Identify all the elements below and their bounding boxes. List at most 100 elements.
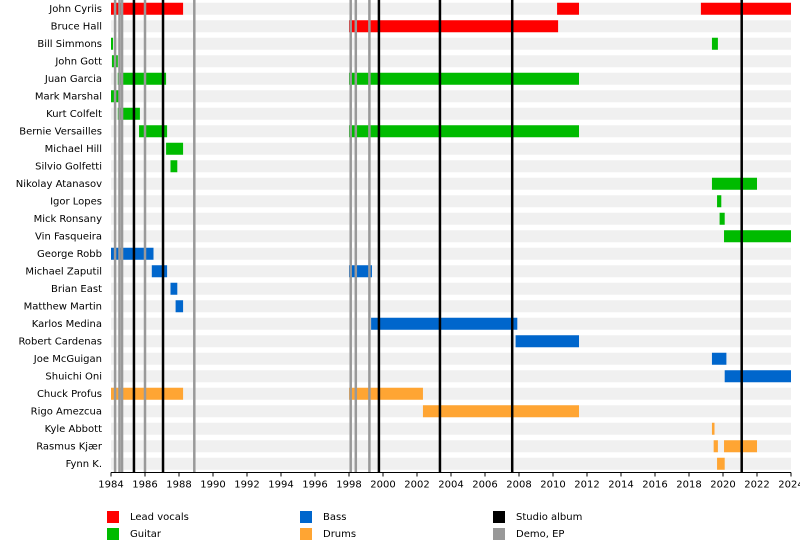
member-bar <box>349 20 559 33</box>
legend-label: Demo, EP <box>516 529 564 540</box>
member-name: Mark Marshal <box>35 91 102 102</box>
row-stripe <box>111 247 791 260</box>
row-stripe <box>111 440 791 453</box>
member-bar <box>717 457 725 470</box>
member-name: Joe McGuigan <box>33 354 102 365</box>
member-bar <box>349 125 580 138</box>
member-bar <box>711 422 715 435</box>
member-bar <box>711 177 757 190</box>
x-tick-label: 2000 <box>370 480 395 491</box>
member-name: Bill Simmons <box>37 39 102 50</box>
member-bar <box>170 282 178 295</box>
member-bar <box>371 317 518 330</box>
member-name: Igor Lopes <box>50 196 102 207</box>
x-tick-label: 2010 <box>540 480 565 491</box>
legend-swatch <box>493 528 505 540</box>
x-tick-label: 2020 <box>710 480 735 491</box>
member-bar <box>713 440 718 453</box>
member-bar <box>711 352 727 365</box>
x-tick-label: 1994 <box>268 480 293 491</box>
row-stripe <box>111 177 791 190</box>
row-stripe <box>111 212 791 225</box>
member-name: Bruce Hall <box>51 21 102 32</box>
row-stripe <box>111 2 791 15</box>
x-tick-label: 2022 <box>744 480 769 491</box>
member-name: Matthew Martin <box>24 301 102 312</box>
x-tick-label: 2006 <box>472 480 497 491</box>
legend-label: Drums <box>323 529 356 540</box>
member-name: Bernie Versailles <box>19 126 102 137</box>
x-tick-label: 2008 <box>506 480 531 491</box>
member-name: John Gott <box>54 56 102 67</box>
member-bar <box>117 72 167 85</box>
member-bar <box>724 230 791 243</box>
member-name: Brian East <box>51 284 102 295</box>
x-tick-label: 1986 <box>132 480 157 491</box>
x-tick-label: 2012 <box>574 480 599 491</box>
member-bar <box>515 335 580 348</box>
member-bar <box>349 387 423 400</box>
x-tick-label: 2002 <box>404 480 429 491</box>
legend-swatch <box>107 511 119 523</box>
member-name: George Robb <box>37 249 102 260</box>
legend-swatch <box>107 528 119 540</box>
member-name: Rigo Amezcua <box>31 406 102 417</box>
row-stripe <box>111 107 791 120</box>
member-bar <box>111 2 184 15</box>
member-name: Rasmus Kjær <box>36 441 103 452</box>
x-tick-label: 2024 <box>778 480 800 491</box>
x-tick-label: 1990 <box>200 480 225 491</box>
member-bar <box>111 37 114 50</box>
x-tick-label: 2004 <box>438 480 463 491</box>
member-name: Kurt Colfelt <box>46 109 102 120</box>
x-tick-label: 2016 <box>642 480 667 491</box>
row-stripe <box>111 37 791 50</box>
row-stripe <box>111 142 791 155</box>
legend-swatch <box>300 528 312 540</box>
legend-label: Bass <box>323 512 346 523</box>
row-stripe <box>111 160 791 173</box>
x-tick-label: 1984 <box>98 480 123 491</box>
row-stripe <box>111 352 791 365</box>
legend-swatch <box>300 511 312 523</box>
member-name: Mick Ronsany <box>34 214 103 225</box>
row-stripe <box>111 90 791 103</box>
row-stripe <box>111 457 791 470</box>
member-bar <box>717 195 722 208</box>
member-name: Michael Hill <box>45 144 102 155</box>
member-name: Kyle Abbott <box>45 424 102 435</box>
row-stripe <box>111 282 791 295</box>
member-name: Chuck Profus <box>37 389 102 400</box>
row-stripe <box>111 370 791 383</box>
member-name: Juan Garcia <box>44 74 102 85</box>
member-name: Shuichi Oni <box>45 371 102 382</box>
x-tick-label: 1992 <box>234 480 259 491</box>
member-name: Nikolay Atanasov <box>16 179 102 190</box>
legend-label: Studio album <box>516 512 582 523</box>
member-bar <box>349 72 580 85</box>
x-tick-label: 1988 <box>166 480 191 491</box>
member-name: Karlos Medina <box>32 319 102 330</box>
x-tick-label: 1998 <box>336 480 361 491</box>
row-stripe <box>111 387 791 400</box>
legend-label: Lead vocals <box>130 512 189 523</box>
member-bar <box>557 2 580 15</box>
member-name: Michael Zaputil <box>25 266 102 277</box>
row-stripe <box>111 335 791 348</box>
member-bar <box>166 142 184 155</box>
legend-swatch <box>493 511 505 523</box>
member-bar <box>711 37 718 50</box>
member-name: Fynn K. <box>66 459 102 470</box>
x-tick-label: 2014 <box>608 480 633 491</box>
row-stripe <box>111 230 791 243</box>
member-bar <box>700 2 791 15</box>
member-bar <box>422 405 580 418</box>
member-name: John Cyriis <box>48 4 102 15</box>
legend-label: Guitar <box>130 529 162 540</box>
row-stripe <box>111 300 791 313</box>
member-name: Vin Fasqueira <box>35 231 102 242</box>
member-bar <box>111 247 154 260</box>
member-bar <box>170 160 178 173</box>
member-bar <box>719 212 725 225</box>
